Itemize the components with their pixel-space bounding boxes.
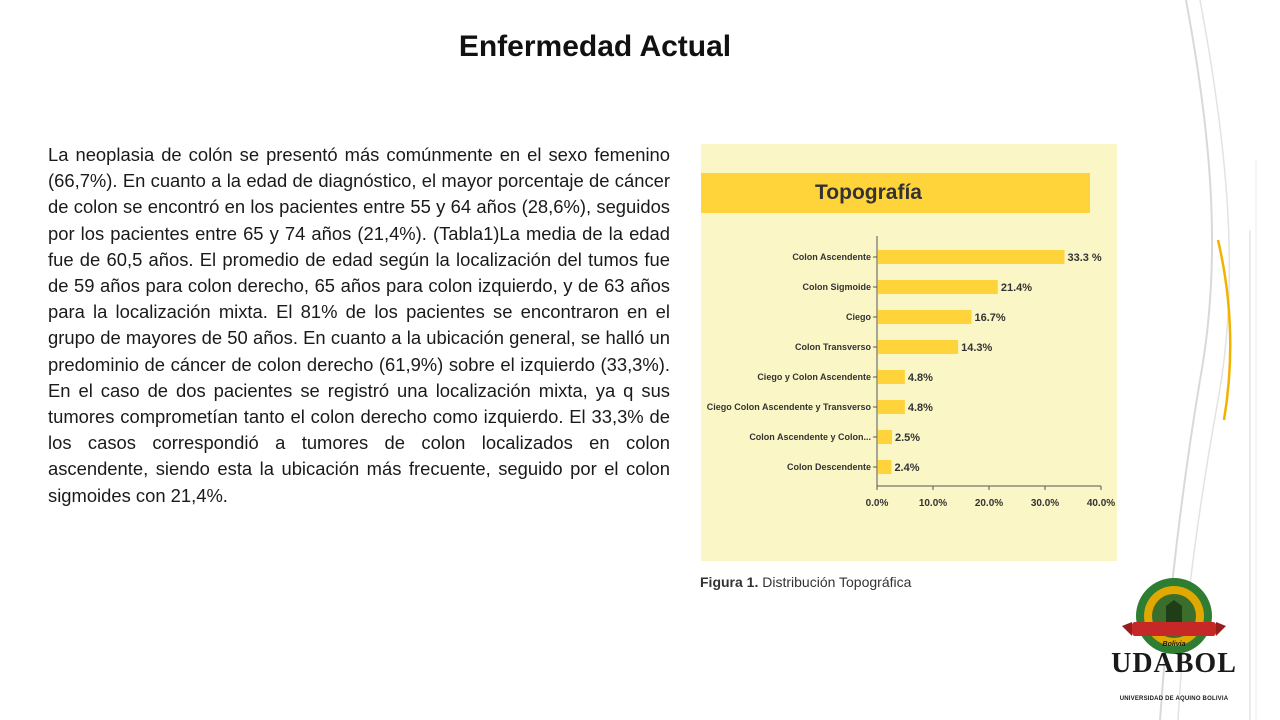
x-tick-label: 10.0% [919,498,947,509]
figure-caption-label: Figura 1. [700,574,759,590]
data-label: 33.3 % [1067,252,1101,264]
chart-title: Topografía [815,181,922,204]
data-label: 4.8% [908,402,933,414]
data-label: 4.8% [908,372,933,384]
udabol-logo-icon [1122,578,1226,654]
slide-body-text: La neoplasia de colón se presentó más co… [48,144,670,506]
x-tick-label: 0.0% [866,498,889,509]
category-label: Colon Transverso [795,342,872,352]
data-label: 16.7% [975,312,1006,324]
logo-country: Bolivia [1162,641,1186,648]
category-label: Colon Sigmoide [803,282,872,292]
figure-caption-text: Distribución Topográfica [762,574,912,590]
category-label: Colon Ascendente y Colon... [749,432,871,442]
x-tick-label: 30.0% [1031,498,1059,509]
category-label: Colon Ascendente [792,252,871,262]
bar [878,250,1065,264]
slide-title: Enfermedad Actual [458,30,732,63]
x-tick-label: 20.0% [975,498,1003,509]
data-label: 21.4% [1001,282,1032,294]
category-label: Ciego [846,312,872,322]
bar [878,460,892,474]
bar [878,430,892,444]
category-label: Ciego Colon Ascendente y Transverso [707,402,872,412]
x-tick-label: 40.0% [1087,498,1115,509]
chart-title-band: Topografía [701,173,1090,213]
data-label: 2.5% [895,432,920,444]
logo-subtitle: UNIVERSIDAD DE AQUINO BOLIVIA [1119,696,1229,702]
bar [878,310,972,324]
bar [878,370,905,384]
data-label: 2.4% [894,462,919,474]
category-label: Ciego y Colon Ascendente [757,372,871,382]
data-label: 14.3% [961,342,992,354]
topography-bar-chart: Colon Ascendente 33.3 % Colon Sigmoide 21.4… [707,236,1115,509]
chart-figure: Topografía Colon Ascendente 33.3 % Colon S… [701,144,1117,561]
category-label: Colon Descendente [787,462,871,472]
bar [878,280,998,294]
figure-caption: Figura 1. Distribución Topográfica [700,574,911,590]
bar [878,340,959,354]
logo-wordmark: UDABOL [1111,648,1237,679]
bar [878,400,905,414]
